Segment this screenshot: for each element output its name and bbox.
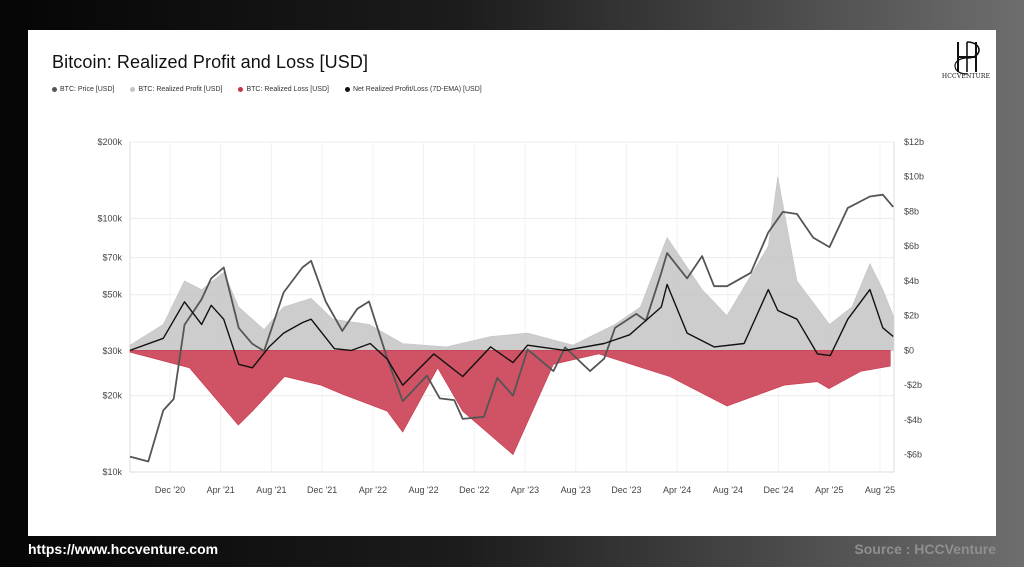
y-right-tick-label: -$6b [904, 450, 922, 460]
x-tick-label: Dec '24 [763, 485, 793, 495]
y-left-tick-label: $10k [102, 467, 122, 477]
x-tick-label: Aug '25 [865, 485, 895, 495]
price-series-line [129, 193, 894, 463]
legend-label: BTC: Realized Loss [USD] [246, 86, 329, 93]
x-tick-label: Dec '22 [459, 485, 489, 495]
y-left-tick-label: $50k [102, 290, 122, 300]
x-tick-label: Apr '21 [207, 485, 235, 495]
x-tick-label: Dec '20 [155, 485, 185, 495]
y-right-tick-label: -$2b [904, 380, 922, 390]
hccventure-logo-icon [954, 41, 980, 75]
x-tick-label: Dec '23 [611, 485, 641, 495]
x-tick-label: Apr '22 [359, 485, 387, 495]
legend-item[interactable]: BTC: Price [USD] [52, 86, 114, 93]
y-left-tick-label: $100k [97, 213, 122, 223]
legend-item[interactable]: BTC: Realized Profit [USD] [130, 86, 222, 93]
x-tick-label: Aug '24 [713, 485, 743, 495]
legend-dot-icon [238, 87, 244, 92]
x-tick-label: Dec '21 [307, 485, 337, 495]
legend-dot-icon [52, 87, 57, 92]
legend-item[interactable]: BTC: Realized Loss [USD] [238, 86, 329, 93]
logo-wordmark: HCCVENTURE [941, 73, 991, 80]
x-tick-label: Aug '23 [561, 485, 591, 495]
x-tick-label: Apr '24 [663, 485, 691, 495]
footer-url[interactable]: https://www.hccventure.com [28, 541, 219, 557]
x-tick-label: Apr '23 [511, 485, 539, 495]
y-right-tick-label: $4b [904, 276, 919, 286]
legend-dot-icon [344, 87, 350, 92]
y-right-tick-label: $2b [904, 311, 919, 321]
y-right-tick-label: $0 [904, 345, 914, 355]
y-left-tick-label: $20k [102, 391, 122, 401]
legend-dot-icon [130, 87, 136, 92]
chart-title: Bitcoin: Realized Profit and Loss [USD] [52, 52, 369, 72]
y-left-tick-label: $70k [102, 253, 122, 263]
y-right-tick-label: $10b [904, 172, 924, 182]
footer-source: Source : HCCVenture [854, 541, 996, 557]
legend-label: Net Realized Profit/Loss (7D-EMA) [USD] [352, 86, 482, 93]
y-right-tick-label: $6b [904, 241, 919, 251]
legend-item[interactable]: Net Realized Profit/Loss (7D-EMA) [USD] [344, 86, 482, 93]
x-tick-label: Aug '21 [256, 485, 286, 495]
y-right-tick-label: -$4b [904, 415, 922, 425]
realized-profit-area [129, 176, 894, 351]
realized-loss-area [129, 350, 891, 456]
y-right-tick-label: $8b [904, 206, 919, 216]
y-left-tick-label: $200k [97, 137, 122, 147]
legend-label: BTC: Price [USD] [60, 86, 115, 93]
y-left-tick-label: $30k [102, 346, 122, 356]
chart-card: Bitcoin: Realized Profit and Loss [USD] … [28, 30, 996, 536]
x-tick-label: Aug '22 [408, 485, 438, 495]
chart-legend: BTC: Price [USD] BTC: Realized Profit [US… [52, 86, 482, 93]
y-right-tick-label: $12b [904, 137, 924, 147]
x-tick-label: Apr '25 [815, 485, 843, 495]
chart-plot: $10k $20k $30k $50k $70k $100k $200k -$6b -$4b -$… [97, 137, 924, 495]
net-realized-pnl-line [129, 283, 894, 386]
legend-label: BTC: Realized Profit [USD] [138, 86, 223, 93]
